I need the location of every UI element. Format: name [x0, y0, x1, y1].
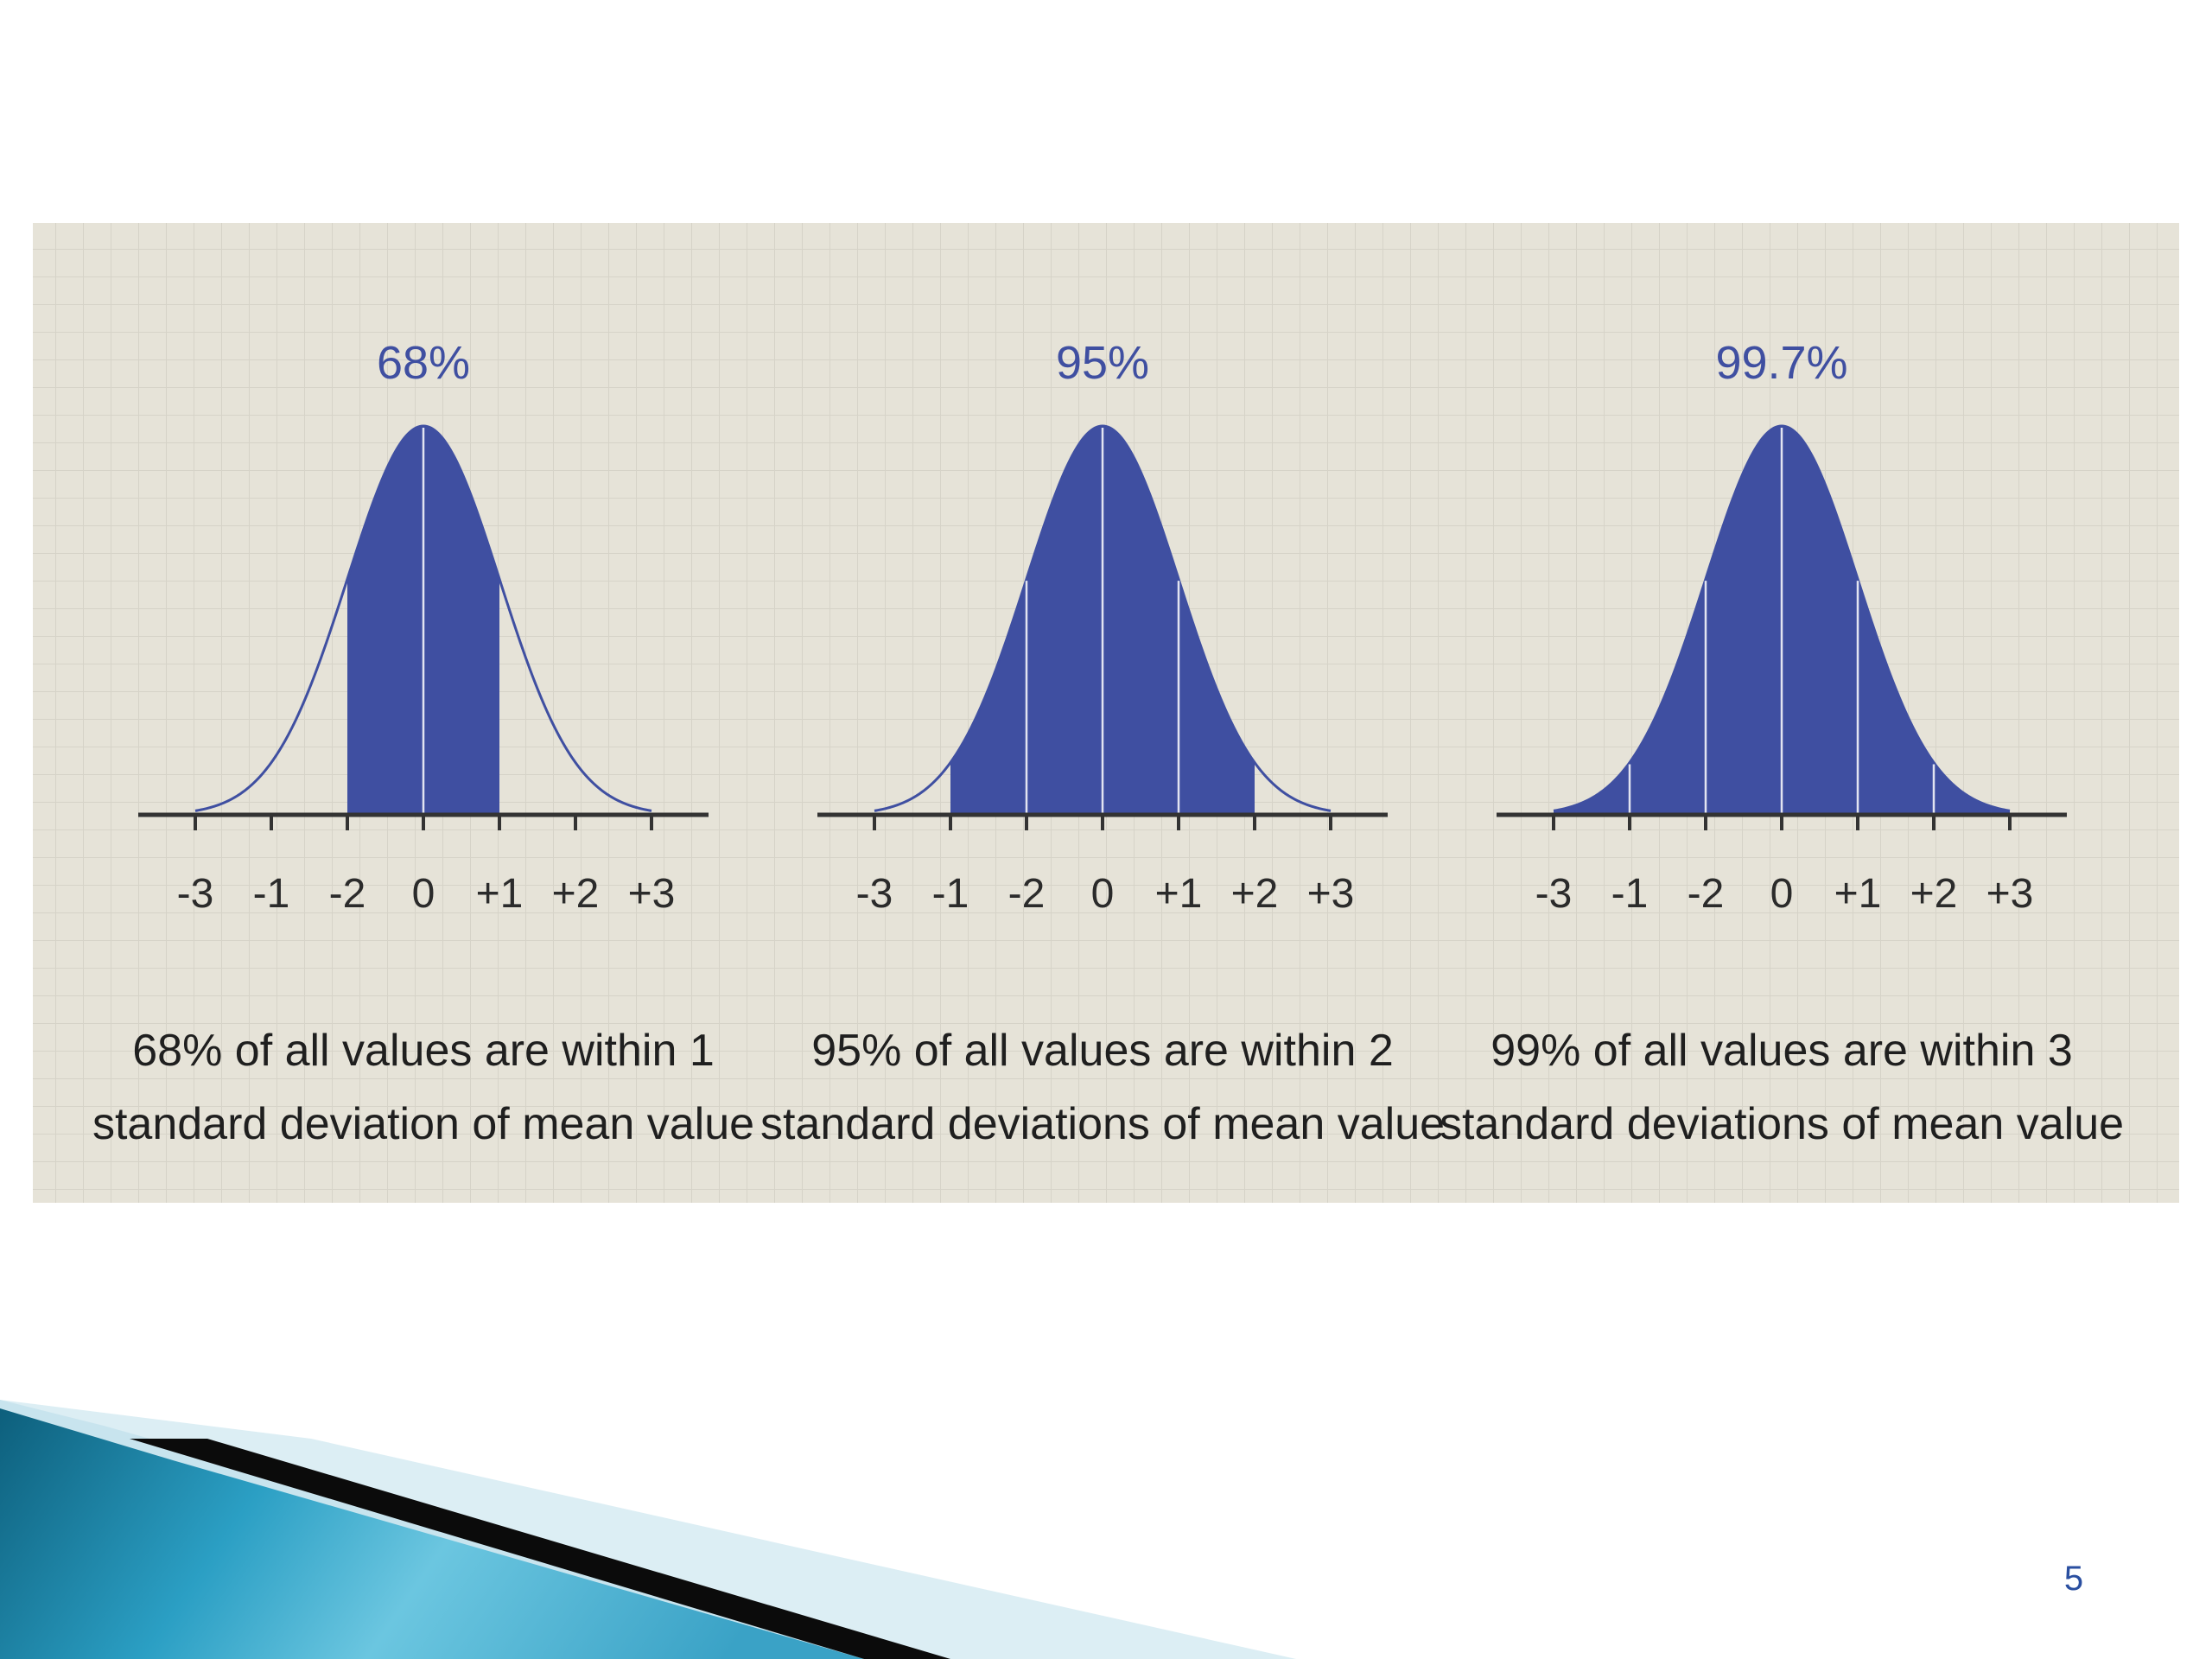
- x-tick-label: 0: [1770, 871, 1794, 917]
- chart-caption-line: standard deviations of mean value: [760, 1099, 1445, 1149]
- x-tick-label: -1: [1611, 871, 1649, 917]
- curve-outline: [874, 424, 1332, 812]
- x-tick-label: 0: [412, 871, 435, 917]
- chart-panel-3: -3 -1 -2 0 +1 +2 +3 99.7% 99% of all values are …: [1440, 337, 2124, 1149]
- x-tick-label: -3: [1535, 871, 1573, 917]
- x-tick-label: +1: [1155, 871, 1203, 917]
- x-tick-label: -3: [177, 871, 214, 917]
- x-tick-label: +3: [628, 871, 676, 917]
- chart-caption-line: 95% of all values are within 2: [811, 1026, 1394, 1076]
- x-tick-label: +3: [1307, 871, 1355, 917]
- x-tick-label: -2: [1008, 871, 1046, 917]
- x-tick-label: +2: [1910, 871, 1958, 917]
- x-tick-label: +3: [1986, 871, 2034, 917]
- chart-panel-1: -3 -1 -2 0 +1 +2 +3 68% 68% of all values are wi…: [92, 337, 754, 1149]
- chart-caption-line: 99% of all values are within 3: [1491, 1026, 2073, 1076]
- x-tick-label: -1: [253, 871, 290, 917]
- decorative-ribbon: [0, 1400, 1296, 1659]
- chart-caption-line: standard deviations of mean value: [1440, 1099, 2124, 1149]
- chart-caption-line: standard deviation of mean value: [92, 1099, 754, 1149]
- x-tick-label: -1: [932, 871, 969, 917]
- chart-caption-line: 68% of all values are within 1: [132, 1026, 715, 1076]
- page-number: 5: [2063, 1560, 2084, 1598]
- x-tick-label: +2: [1231, 871, 1279, 917]
- chart-title: 68%: [377, 337, 470, 389]
- x-tick-label: +1: [476, 871, 524, 917]
- x-tick-label: +1: [1834, 871, 1882, 917]
- x-tick-label: 0: [1091, 871, 1115, 917]
- x-tick-label: +2: [552, 871, 600, 917]
- chart-panel-2: -3 -1 -2 0 +1 +2 +3 95% 95% of all values are wi…: [760, 337, 1445, 1149]
- x-tick-label: -2: [1688, 871, 1725, 917]
- chart-title: 99.7%: [1715, 337, 1847, 389]
- curve-outline: [194, 424, 652, 812]
- charts-layer: -3 -1 -2 0 +1 +2 +3 68% 68% of all values are wi…: [92, 337, 2124, 1149]
- curve-outline: [1553, 424, 2011, 812]
- x-tick-label: -2: [329, 871, 366, 917]
- x-tick-label: -3: [856, 871, 893, 917]
- chart-title: 95%: [1056, 337, 1149, 389]
